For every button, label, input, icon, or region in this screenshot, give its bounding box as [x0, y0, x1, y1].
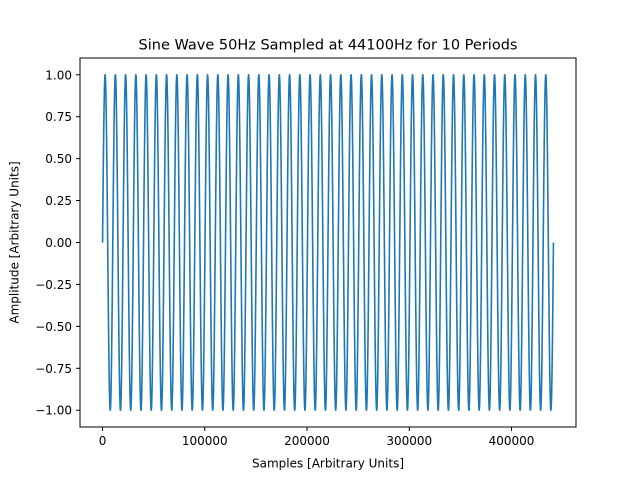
- y-tick-label: 0.50: [45, 152, 72, 166]
- x-tick-label: 400000: [489, 434, 535, 448]
- x-tick-label: 200000: [284, 434, 330, 448]
- y-axis: 1.00 0.75 0.50 0.25 0.00 −0.25 −0.50 −0.75 −1.00: [35, 68, 80, 418]
- y-tick-label: −0.75: [35, 362, 72, 376]
- y-tick-label: 0.00: [45, 236, 72, 250]
- y-tick-label: −1.00: [35, 404, 72, 418]
- x-tick-label: 100000: [182, 434, 228, 448]
- x-axis: 0 100000 200000 300000 400000: [99, 427, 535, 448]
- y-tick-label: 0.25: [45, 194, 72, 208]
- y-tick-label: −0.25: [35, 278, 72, 292]
- x-tick-label: 0: [99, 434, 107, 448]
- y-tick-label: 1.00: [45, 68, 72, 82]
- y-tick-label: −0.50: [35, 320, 72, 334]
- series-line: [101, 73, 555, 412]
- y-axis-label: Amplitude [Arbitrary Units]: [8, 161, 22, 323]
- plot-area: [79, 57, 577, 428]
- x-tick-label: 300000: [386, 434, 432, 448]
- x-axis-label: Samples [Arbitrary Units]: [252, 457, 404, 471]
- y-tick-label: 0.75: [45, 110, 72, 124]
- chart-title: Sine Wave 50Hz Sampled at 44100Hz for 10…: [139, 38, 518, 54]
